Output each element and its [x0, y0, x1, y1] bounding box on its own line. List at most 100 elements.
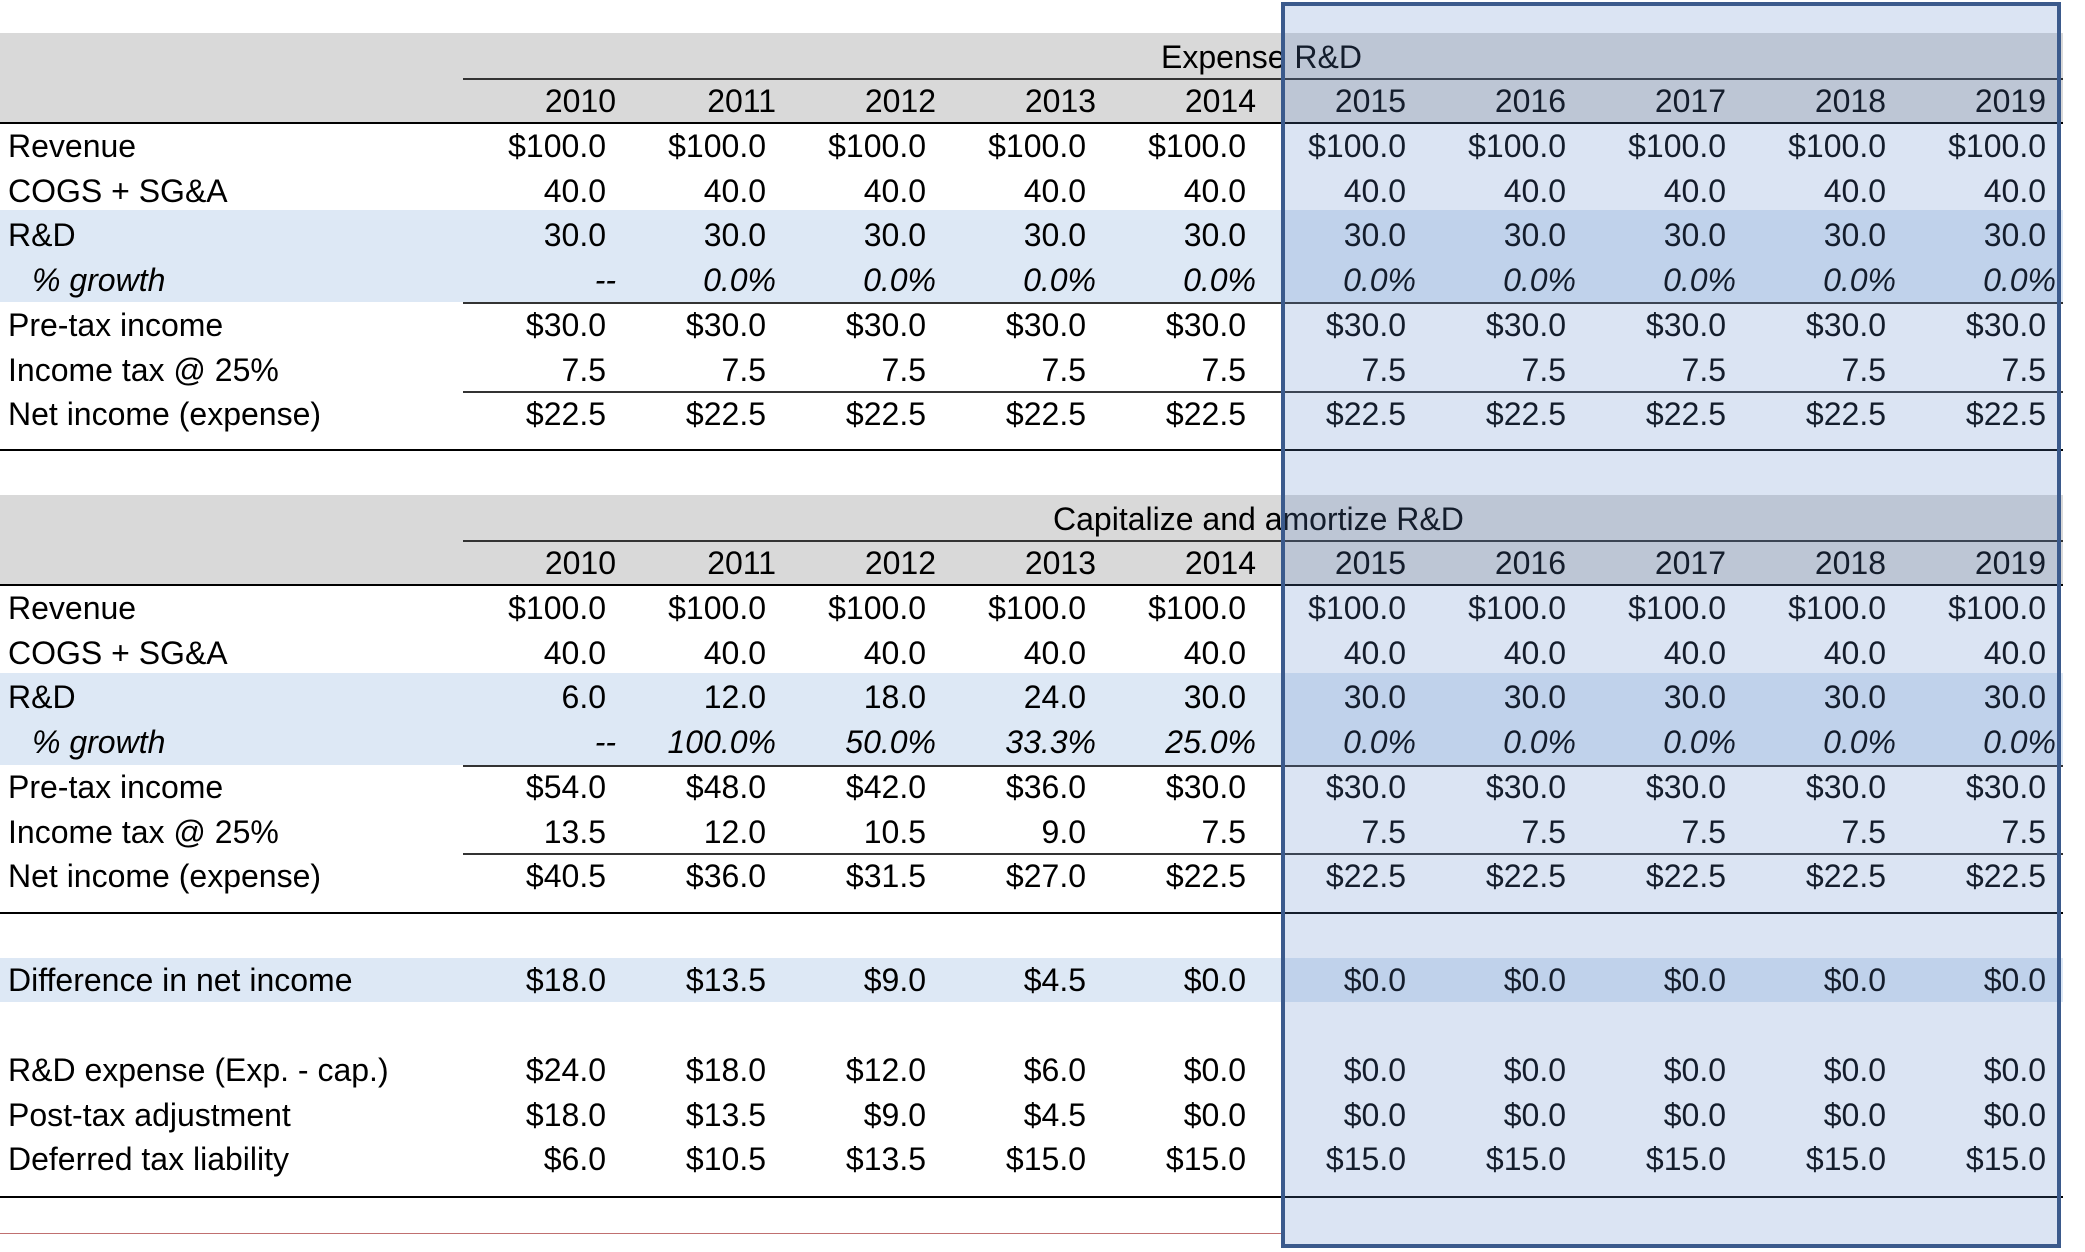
row-value: $100.0: [668, 128, 766, 164]
row-value: $13.5: [685, 962, 766, 998]
row-value: 40.0: [1503, 172, 1566, 209]
row-value: $100.0: [828, 128, 926, 164]
row-label: Net income (expense): [8, 858, 322, 895]
row-value: $40.5: [525, 858, 606, 895]
row-value: 0.0%: [1183, 262, 1256, 299]
row-value: 50.0%: [845, 724, 936, 761]
row-value: $9.0: [863, 962, 926, 998]
row-value: $30.0: [1005, 306, 1086, 343]
row-label: % growth: [32, 724, 166, 761]
row-value: 40.0: [703, 634, 766, 671]
row-value: $22.5: [525, 396, 606, 433]
row-value: $100.0: [1628, 128, 1726, 164]
year-header-2015: 2015: [1334, 83, 1406, 119]
year-header-2015: 2015: [1334, 545, 1406, 581]
row-value: 40.0: [863, 634, 926, 671]
row-value: $30.0: [1645, 768, 1726, 805]
row-value: 30.0: [1343, 679, 1406, 716]
year-header-2010: 2010: [544, 545, 616, 581]
row-label: Revenue: [8, 590, 137, 626]
row-label: Pre-tax income: [8, 306, 224, 343]
row-value: $30.0: [1965, 306, 2046, 343]
row-value: $6.0: [543, 1141, 606, 1178]
row-value: $100.0: [1628, 590, 1726, 626]
row-value: $54.0: [525, 768, 606, 805]
row-label: Pre-tax income: [8, 768, 224, 805]
row-value: $30.0: [1165, 306, 1246, 343]
row-value: 0.0%: [1503, 724, 1576, 761]
row-value: $30.0: [1325, 768, 1406, 805]
row-label: COGS + SG&A: [8, 634, 228, 671]
row-value: $30.0: [1165, 768, 1246, 805]
row-value: $30.0: [1805, 768, 1886, 805]
row-value: 7.5: [2001, 813, 2046, 850]
row-value: $30.0: [525, 306, 606, 343]
year-header-2017: 2017: [1654, 83, 1726, 119]
row-value: $18.0: [525, 1096, 606, 1133]
row-value: $22.5: [1005, 396, 1086, 433]
row-value: $4.5: [1023, 962, 1086, 998]
row-value: $48.0: [685, 768, 766, 805]
row-value: $22.5: [1165, 858, 1246, 895]
row-value: 30.0: [1343, 217, 1406, 254]
row-value: --: [594, 262, 616, 299]
row-value: $0.0: [1183, 1052, 1246, 1088]
row-value: 0.0%: [1983, 724, 2056, 761]
row-value: 6.0: [561, 679, 606, 716]
row-value: $22.5: [845, 396, 926, 433]
row-value: 0.0%: [1503, 262, 1576, 299]
row-value: 0.0%: [1663, 262, 1736, 299]
row-value: $9.0: [863, 1096, 926, 1133]
row-value: $13.5: [685, 1096, 766, 1133]
row-value: $22.5: [1965, 858, 2046, 895]
row-value: 30.0: [1503, 679, 1566, 716]
row-value: 12.0: [703, 679, 766, 716]
row-value: $31.5: [845, 858, 926, 895]
row-value: 0.0%: [703, 262, 776, 299]
row-value: $15.0: [1965, 1141, 2046, 1178]
row-value: $36.0: [685, 858, 766, 895]
row-value: 10.5: [863, 813, 926, 850]
tax-bottom-rule: [463, 853, 2063, 855]
row-value: 30.0: [1023, 217, 1086, 254]
row-label: R&D: [8, 217, 76, 254]
row-value: $100.0: [1468, 128, 1566, 164]
row-value: 7.5: [1201, 813, 1246, 850]
section2-rd-band: [0, 673, 2063, 765]
row-value: 0.0%: [863, 262, 936, 299]
row-value: 7.5: [1041, 351, 1086, 388]
row-value: 0.0%: [1823, 262, 1896, 299]
row-value: 33.3%: [1005, 724, 1096, 761]
row-value: $30.0: [845, 306, 926, 343]
row-value: 30.0: [1823, 679, 1886, 716]
year-header-2018: 2018: [1814, 83, 1886, 119]
row-value: $0.0: [1183, 962, 1246, 998]
row-value: 40.0: [1663, 634, 1726, 671]
row-value: 25.0%: [1165, 724, 1256, 761]
row-value: 7.5: [1841, 813, 1886, 850]
row-value: $100.0: [668, 590, 766, 626]
row-value: $22.5: [1645, 858, 1726, 895]
row-value: $100.0: [1308, 590, 1406, 626]
year-header-2016: 2016: [1494, 545, 1566, 581]
row-value: 30.0: [1183, 679, 1246, 716]
row-value: $0.0: [1663, 1096, 1726, 1133]
row-label: COGS + SG&A: [8, 172, 228, 209]
row-value: 7.5: [1681, 813, 1726, 850]
row-label: R&D expense (Exp. - cap.): [8, 1052, 389, 1088]
row-value: 0.0%: [1023, 262, 1096, 299]
section-bottom-rule: [0, 449, 2063, 451]
year-header-2016: 2016: [1494, 83, 1566, 119]
row-value: 24.0: [1023, 679, 1086, 716]
row-value: $22.5: [1805, 396, 1886, 433]
row-value: $15.0: [1485, 1141, 1566, 1178]
row-value: $42.0: [845, 768, 926, 805]
section1-rd-band: [0, 210, 2063, 302]
row-value: 18.0: [863, 679, 926, 716]
row-value: $18.0: [685, 1052, 766, 1088]
row-value: $100.0: [988, 590, 1086, 626]
row-value: 7.5: [561, 351, 606, 388]
row-value: 40.0: [1023, 172, 1086, 209]
row-value: 7.5: [1521, 813, 1566, 850]
row-value: $0.0: [1983, 1052, 2046, 1088]
